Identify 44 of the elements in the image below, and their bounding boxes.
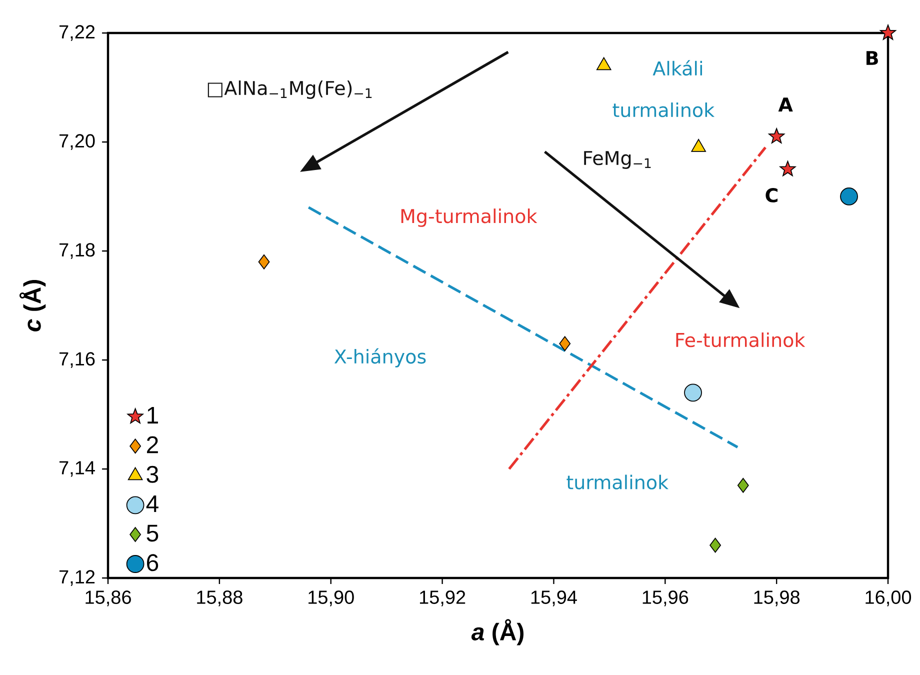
annotation: Fe-turmalinok	[676, 332, 806, 348]
annotation: Alkáli	[652, 60, 702, 76]
annotation: X-hiányos	[334, 348, 426, 368]
point	[684, 384, 702, 402]
point	[768, 128, 785, 144]
x-tick-label: 15,86	[86, 590, 131, 606]
annotation: Mg-turmalinok	[401, 208, 538, 227]
x-tick-label: 15,94	[531, 590, 577, 606]
y-tick-label: 7,18	[59, 243, 95, 259]
x-tick-label: 15,96	[642, 590, 688, 606]
y-axis-title: c (Å)	[19, 280, 46, 332]
point	[780, 160, 796, 176]
x-tick-label: 15,92	[420, 590, 466, 606]
annotation: FeMg$_{−1}$	[584, 151, 651, 169]
annotation: turmalinok	[566, 474, 668, 490]
annotation: A	[778, 98, 793, 112]
y-tick-label: 7,20	[59, 134, 95, 150]
annotation: turmalinok	[612, 102, 715, 118]
legend-label: 1	[148, 406, 158, 424]
point	[596, 57, 612, 70]
annotation: B	[866, 51, 878, 65]
point	[258, 254, 270, 270]
point	[840, 188, 858, 206]
y-tick-label: 7,14	[59, 461, 95, 477]
x-tick-label: 15,88	[197, 590, 242, 606]
point	[880, 24, 896, 40]
y-tick-label: 7,16	[59, 352, 95, 368]
legend-label: 5	[146, 524, 158, 542]
y-tick-label: 7,12	[59, 570, 95, 586]
point	[737, 478, 749, 493]
legend-label: 2	[146, 436, 158, 454]
y-tick-label: 7,22	[59, 25, 95, 41]
legend-label: 3	[146, 466, 158, 483]
point	[710, 538, 721, 553]
point	[691, 138, 706, 152]
point	[559, 336, 571, 352]
x-tick-label: 16,00	[866, 590, 912, 606]
legend-label: 4	[146, 495, 158, 512]
annotation: □AlNa$_{−1}$Mg(Fe)$_{−1}$	[208, 80, 372, 99]
x-axis-title: a (Å)	[471, 619, 524, 646]
x-tick-label: 15,90	[308, 590, 354, 606]
annotation: C	[766, 188, 778, 202]
x-tick-label: 15,98	[754, 590, 800, 606]
legend-label: 6	[147, 554, 158, 572]
